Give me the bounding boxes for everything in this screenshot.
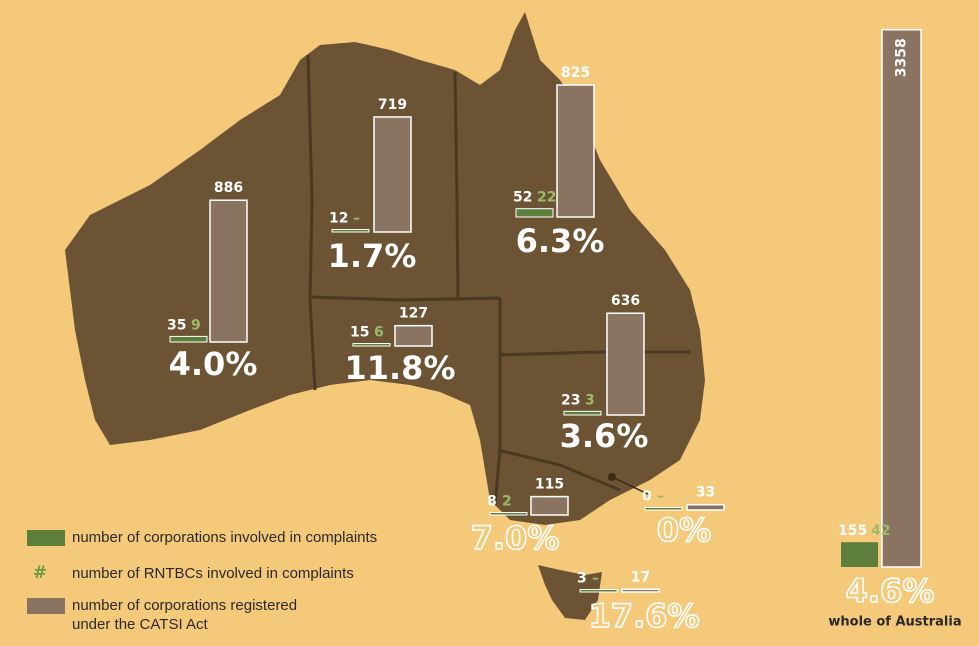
- rntbc-label: 9: [191, 317, 201, 333]
- percent-label: 0%: [657, 511, 711, 549]
- registered-bar: [881, 28, 922, 568]
- registered-bar: [530, 495, 569, 516]
- border: [309, 295, 501, 302]
- registered-bar: [373, 116, 412, 233]
- registered-label: 886: [214, 180, 243, 196]
- complaints-bar: [579, 589, 618, 593]
- complaints-bar: [331, 229, 370, 233]
- complaints-label: 23: [561, 392, 580, 408]
- complaints-bar: [644, 507, 683, 511]
- registered-label: 115: [535, 477, 564, 493]
- complaints-label: 8: [487, 494, 497, 510]
- percent-label: 6.3%: [516, 222, 605, 260]
- registered-label: 825: [561, 65, 590, 81]
- percent-label: 4.6%: [846, 572, 935, 610]
- total-label: whole of Australia: [828, 615, 961, 630]
- percent-label: 11.8%: [344, 349, 455, 387]
- registered-label: 719: [378, 97, 407, 113]
- rntbc-label: 22: [537, 190, 556, 206]
- mainland: [65, 12, 705, 525]
- border: [497, 448, 621, 492]
- percent-label: 4.0%: [169, 345, 258, 383]
- legend-swatch: [27, 598, 65, 614]
- rntbc-label: 6: [374, 325, 384, 341]
- complaints-label: 3: [577, 571, 587, 587]
- complaints-label: 35: [167, 317, 186, 333]
- registered-label: 3358: [894, 38, 910, 77]
- registered-bar: [621, 588, 660, 593]
- complaints-label: 12: [329, 211, 348, 227]
- rntbc-label: –: [353, 211, 360, 227]
- complaints-bar: [563, 410, 602, 416]
- legend-label: number of corporations involved in compl…: [72, 529, 377, 546]
- complaints-label: 15: [350, 325, 369, 341]
- legend: number of corporations involved in compl…: [27, 529, 377, 633]
- legend-symbol: #: [33, 563, 47, 583]
- complaints-label: 0: [642, 489, 652, 505]
- legend-label: number of corporations registered: [72, 597, 297, 614]
- complaints-label: 155: [838, 523, 867, 539]
- registered-label: 33: [696, 485, 715, 501]
- border: [306, 54, 317, 391]
- registered-label: 636: [611, 293, 640, 309]
- tasmania: [538, 565, 602, 620]
- rntbc-label: 2: [502, 494, 512, 510]
- rntbc-label: 3: [585, 392, 595, 408]
- complaints-bar: [169, 335, 208, 343]
- complaints-bar: [515, 208, 554, 218]
- registered-bar: [606, 312, 645, 416]
- act-pointer: [611, 476, 651, 496]
- percent-label: 7.0%: [471, 519, 560, 557]
- registered-label: 17: [631, 569, 650, 585]
- rntbc-label: 42: [871, 523, 890, 539]
- complaints-bar: [841, 542, 878, 567]
- registered-bar: [394, 324, 433, 347]
- registered-label: 127: [399, 306, 428, 322]
- percent-label: 1.7%: [328, 237, 417, 275]
- percent-label: 17.6%: [588, 597, 699, 635]
- rntbc-label: –: [592, 571, 599, 587]
- border: [453, 71, 460, 298]
- map: [65, 12, 705, 620]
- legend-swatch: [27, 530, 65, 546]
- legend-label: number of RNTBCs involved in complaints: [72, 565, 354, 582]
- borders: [306, 54, 690, 506]
- registered-bar: [209, 199, 248, 343]
- border: [499, 350, 690, 357]
- rntbc-label: –: [657, 489, 664, 505]
- registered-bar: [556, 84, 595, 218]
- complaints-label: 52: [513, 190, 532, 206]
- registered-bar: [686, 503, 725, 511]
- percent-label: 3.6%: [560, 417, 649, 455]
- complaints-bar: [489, 512, 528, 516]
- complaints-bar: [352, 343, 391, 347]
- legend-label: under the CATSI Act: [72, 616, 208, 633]
